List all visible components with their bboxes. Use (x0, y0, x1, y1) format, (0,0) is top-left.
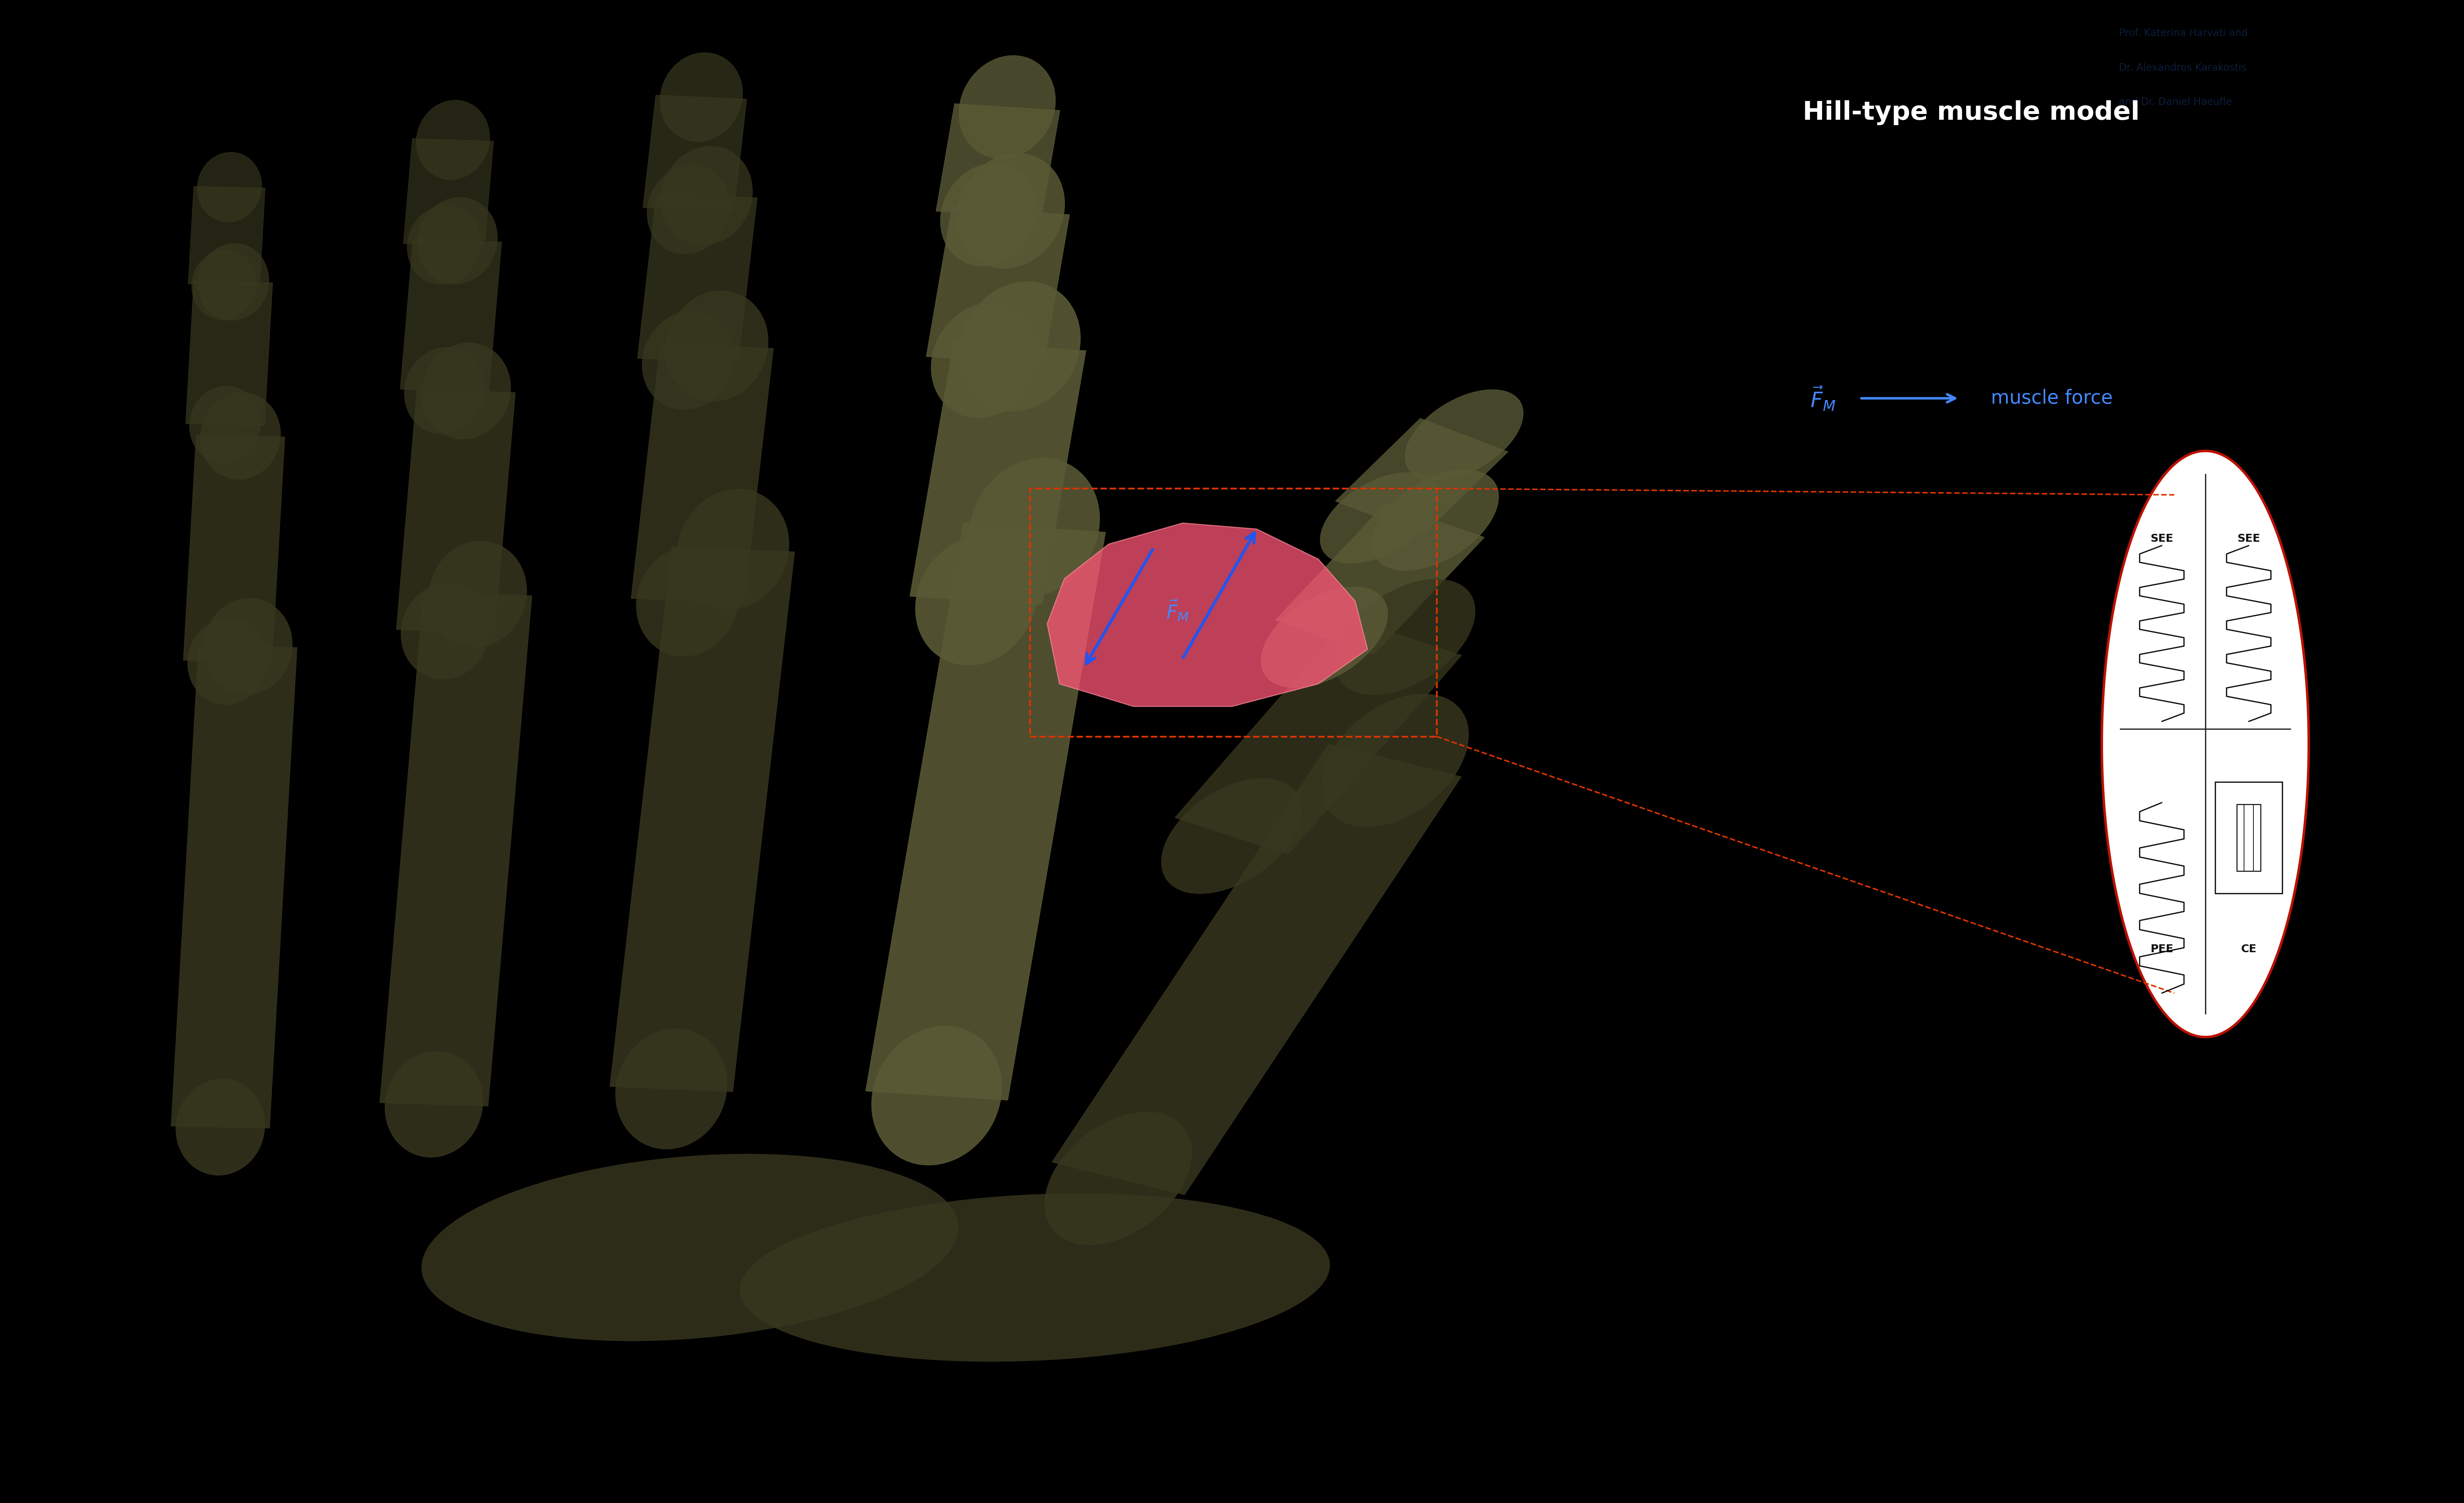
Ellipse shape (1404, 389, 1523, 481)
Ellipse shape (192, 249, 256, 320)
Ellipse shape (200, 392, 281, 479)
Polygon shape (926, 207, 1069, 364)
Polygon shape (638, 194, 756, 362)
Ellipse shape (402, 583, 490, 679)
Text: SEE: SEE (2237, 534, 2259, 544)
Ellipse shape (384, 1052, 483, 1157)
Ellipse shape (429, 541, 527, 646)
Polygon shape (1047, 523, 1368, 706)
Polygon shape (379, 592, 532, 1106)
Ellipse shape (958, 56, 1055, 158)
Ellipse shape (1321, 472, 1439, 564)
Polygon shape (187, 186, 266, 286)
Polygon shape (404, 138, 493, 246)
Text: $\vec{F}_M$: $\vec{F}_M$ (1165, 598, 1190, 622)
Ellipse shape (407, 206, 480, 284)
Ellipse shape (187, 618, 269, 705)
Ellipse shape (416, 197, 498, 284)
Polygon shape (185, 281, 274, 425)
Ellipse shape (1262, 586, 1387, 687)
Ellipse shape (636, 546, 739, 657)
Ellipse shape (1161, 779, 1301, 894)
Text: Prof. Katerina Harvati and: Prof. Katerina Harvati and (2119, 29, 2247, 38)
Polygon shape (865, 523, 1106, 1100)
Ellipse shape (968, 458, 1099, 597)
Text: muscle force: muscle force (1991, 389, 2112, 407)
Ellipse shape (941, 164, 1037, 266)
Text: CE: CE (2240, 944, 2257, 954)
Bar (2237, 804, 2259, 872)
Polygon shape (643, 95, 747, 212)
Ellipse shape (648, 165, 729, 254)
Polygon shape (182, 434, 286, 663)
Ellipse shape (1045, 1112, 1193, 1244)
Ellipse shape (616, 1030, 727, 1148)
Polygon shape (399, 239, 503, 392)
Ellipse shape (660, 146, 752, 245)
Polygon shape (1276, 504, 1483, 654)
Ellipse shape (665, 290, 769, 401)
Polygon shape (631, 344, 774, 603)
Bar (1030, 488, 1437, 736)
Ellipse shape (1372, 470, 1498, 571)
Polygon shape (170, 645, 298, 1129)
Ellipse shape (190, 386, 261, 463)
Ellipse shape (197, 152, 261, 222)
Ellipse shape (205, 598, 293, 694)
Ellipse shape (1335, 579, 1476, 694)
Ellipse shape (421, 343, 510, 439)
Text: PEE: PEE (2151, 944, 2173, 954)
Ellipse shape (404, 347, 485, 434)
Ellipse shape (678, 490, 788, 609)
Ellipse shape (416, 101, 490, 179)
Polygon shape (397, 389, 515, 633)
Polygon shape (936, 104, 1060, 218)
Text: SEE: SEE (2151, 534, 2173, 544)
Text: Dr. Alexandros Karakostis: Dr. Alexandros Karakostis (2119, 63, 2247, 72)
Ellipse shape (917, 535, 1037, 666)
Polygon shape (1175, 619, 1461, 854)
Ellipse shape (660, 53, 742, 141)
Polygon shape (1335, 418, 1508, 535)
Ellipse shape (931, 302, 1040, 418)
Ellipse shape (197, 243, 269, 320)
Ellipse shape (421, 1154, 958, 1341)
Text: and Dr. Daniel Haeufle: and Dr. Daniel Haeufle (2119, 98, 2232, 107)
Text: $\vec{F}_M$: $\vec{F}_M$ (1811, 385, 1836, 412)
Polygon shape (909, 343, 1087, 604)
Polygon shape (2102, 451, 2309, 1037)
Ellipse shape (872, 1027, 1003, 1165)
Ellipse shape (958, 281, 1079, 412)
Ellipse shape (1321, 694, 1469, 827)
Polygon shape (1052, 744, 1461, 1195)
Bar (2215, 782, 2282, 893)
Ellipse shape (175, 1079, 264, 1175)
Ellipse shape (956, 153, 1064, 269)
Ellipse shape (739, 1193, 1331, 1362)
Text: Hill-type muscle model: Hill-type muscle model (1804, 101, 2139, 125)
Polygon shape (611, 547, 793, 1091)
Ellipse shape (643, 311, 734, 410)
